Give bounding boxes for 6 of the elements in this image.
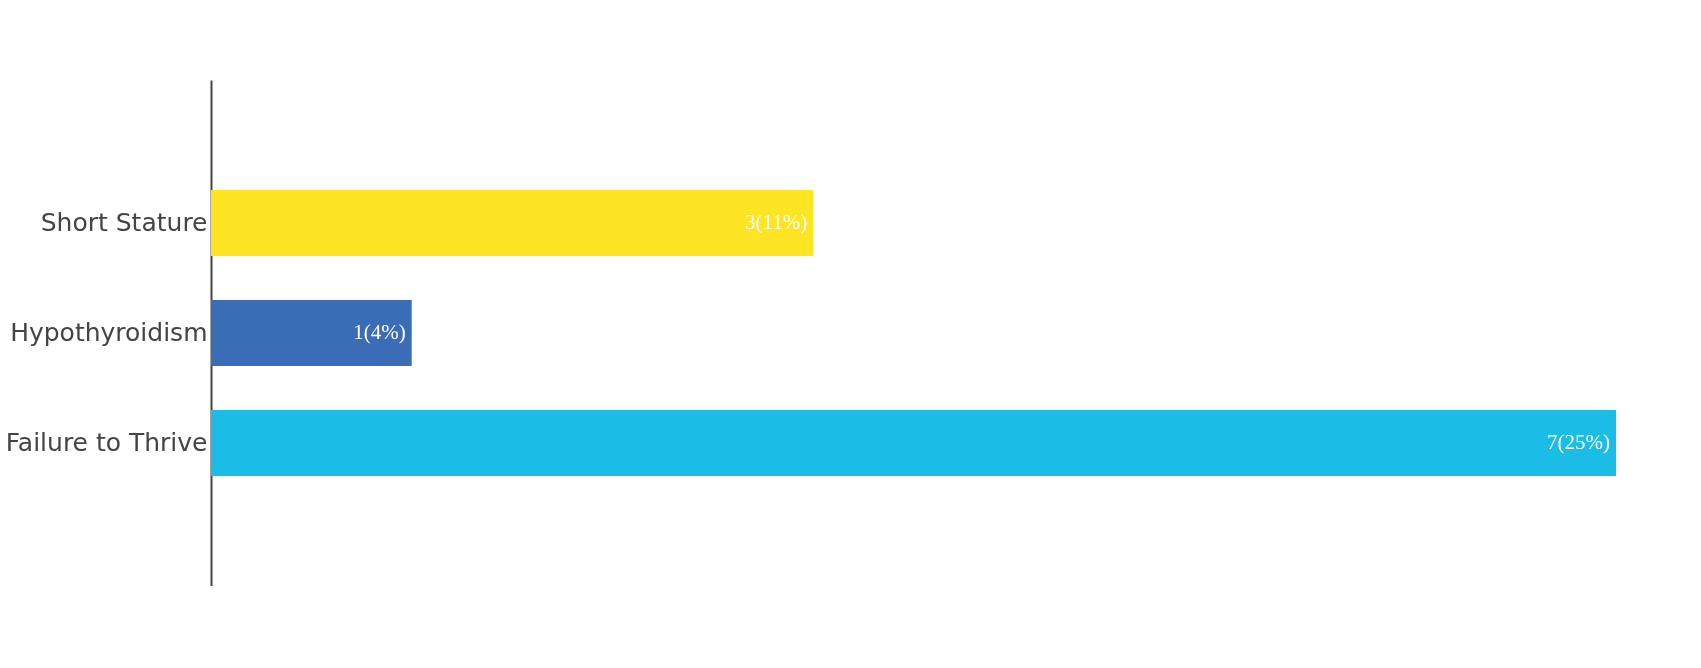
y-tick-label: Hypothyroidism bbox=[10, 318, 208, 347]
data-label: 7(25%) bbox=[1547, 430, 1610, 454]
y-tick-label: Short Stature bbox=[40, 208, 208, 237]
data-label: 3(11%) bbox=[744, 210, 808, 234]
y-tick-label: Failure to Thrive bbox=[5, 428, 208, 457]
data-label: 1(4%) bbox=[353, 320, 406, 344]
